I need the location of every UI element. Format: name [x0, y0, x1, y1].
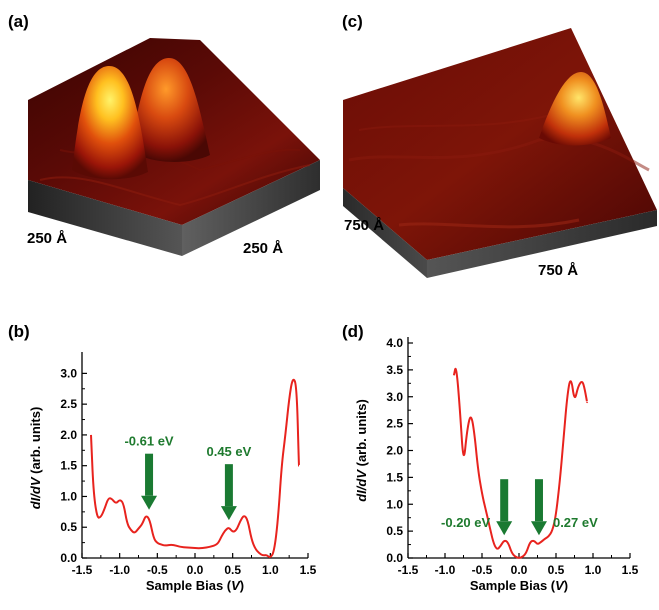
y-tick-label: 1.5 — [386, 470, 403, 484]
x-tick-label: -1.0 — [109, 563, 130, 577]
feature-arrow — [496, 479, 513, 536]
y-axis-label-post: (arb. units) — [354, 399, 369, 470]
panel-label-b: (b) — [8, 322, 30, 341]
side-wall-right-c — [427, 210, 657, 278]
x-tick-label: -1.0 — [435, 563, 456, 577]
x-tick-label: 0.0 — [187, 563, 204, 577]
arrow-shaft — [224, 464, 233, 507]
side-wall-right-a — [182, 160, 320, 256]
y-tick-label: 3.0 — [60, 366, 77, 380]
arrow-head — [496, 521, 513, 536]
y-tick-label: 2.0 — [60, 428, 77, 442]
peak-1-a — [72, 65, 148, 180]
x-tick-label: 1.0 — [262, 563, 279, 577]
y-axis-label-post: (arb. units) — [28, 407, 43, 478]
dIdV-chart-d: -1.5 -1.0 -0.5 0.0 0.5 1.0 1.5 0.0 0.5 1.0 1.5 2.0 2… — [354, 336, 639, 593]
side-wall-left-a — [28, 180, 182, 256]
feature-label: -0.61 eV — [124, 434, 173, 449]
x-axis-label-var: V — [555, 578, 565, 593]
feature-arrow — [141, 453, 158, 510]
y-tick-label: 1.0 — [386, 497, 403, 511]
scale-label-c-left: 750 Å — [344, 217, 385, 234]
dIdV-curve — [90, 378, 300, 558]
x-tick-label: -1.5 — [398, 563, 419, 577]
x-axis-label-post: ) — [564, 578, 568, 593]
y-tick-label: 2.5 — [386, 417, 403, 431]
feature-arrow — [530, 479, 547, 536]
feature-label: 0.45 eV — [206, 444, 251, 459]
scale-label-c-right: 750 Å — [538, 262, 579, 279]
x-axis-label: Sample Bias (V) — [470, 578, 568, 593]
y-tick-label: 3.5 — [386, 363, 403, 377]
x-axis-label-pre: Sample Bias ( — [470, 578, 556, 593]
x-axis-label-post: ) — [240, 578, 244, 593]
y-axis-label: dI/dV (arb. units) — [28, 407, 43, 510]
x-axis-label-pre: Sample Bias ( — [146, 578, 232, 593]
x-tick-label: 0.0 — [511, 563, 528, 577]
arrow-shaft — [500, 479, 509, 522]
x-tick-label: 1.5 — [300, 563, 317, 577]
y-tick-label: 1.0 — [60, 489, 77, 503]
dIdV-curve — [452, 367, 589, 559]
y-tick-label: 0.0 — [386, 551, 403, 565]
arrow-head — [220, 506, 237, 521]
feature-arrow — [220, 464, 237, 521]
x-tick-label: -0.5 — [147, 563, 168, 577]
y-axis-label-var: dI/dV — [28, 476, 43, 509]
x-tick-label: 1.5 — [622, 563, 639, 577]
side-wall-left-c — [343, 188, 427, 278]
stm-topograph-a — [28, 38, 320, 256]
y-tick-label: 1.5 — [60, 459, 77, 473]
x-tick-label: 0.5 — [224, 563, 241, 577]
y-tick-label: 0.5 — [386, 524, 403, 538]
scale-label-a-left: 250 Å — [27, 230, 68, 247]
y-axis-label-var: dI/dV — [354, 469, 369, 502]
y-tick-label: 3.0 — [386, 390, 403, 404]
x-axis-label-var: V — [231, 578, 241, 593]
feature-label: -0.20 eV — [441, 515, 490, 530]
peak-c — [539, 72, 611, 146]
panel-label-a: (a) — [8, 12, 29, 31]
dIdV-chart-b: -1.5 -1.0 -0.5 0.0 0.5 1.0 1.5 0.0 0.5 1.0 1.5 2.0 2… — [28, 352, 317, 593]
stm-topograph-c — [343, 28, 657, 278]
y-tick-label: 4.0 — [386, 336, 403, 350]
x-tick-label: 0.5 — [548, 563, 565, 577]
y-tick-label: 0.5 — [60, 520, 77, 534]
arrow-shaft — [534, 479, 543, 522]
x-tick-label: -0.5 — [472, 563, 493, 577]
y-axis-label: dI/dV (arb. units) — [354, 399, 369, 502]
arrow-head — [141, 495, 158, 510]
x-tick-label: 1.0 — [585, 563, 602, 577]
y-tick-label: 2.5 — [60, 397, 77, 411]
y-tick-label: 0.0 — [60, 551, 77, 565]
panel-label-d: (d) — [342, 322, 364, 341]
y-tick-label: 2.0 — [386, 444, 403, 458]
feature-label: 0.27 eV — [553, 515, 598, 530]
scale-label-a-right: 250 Å — [243, 240, 284, 257]
peak-2-a — [130, 57, 210, 162]
arrow-shaft — [145, 453, 154, 496]
x-axis-label: Sample Bias (V) — [146, 578, 244, 593]
panel-label-c: (c) — [342, 12, 363, 31]
x-tick-label: -1.5 — [72, 563, 93, 577]
arrow-head — [530, 521, 547, 536]
